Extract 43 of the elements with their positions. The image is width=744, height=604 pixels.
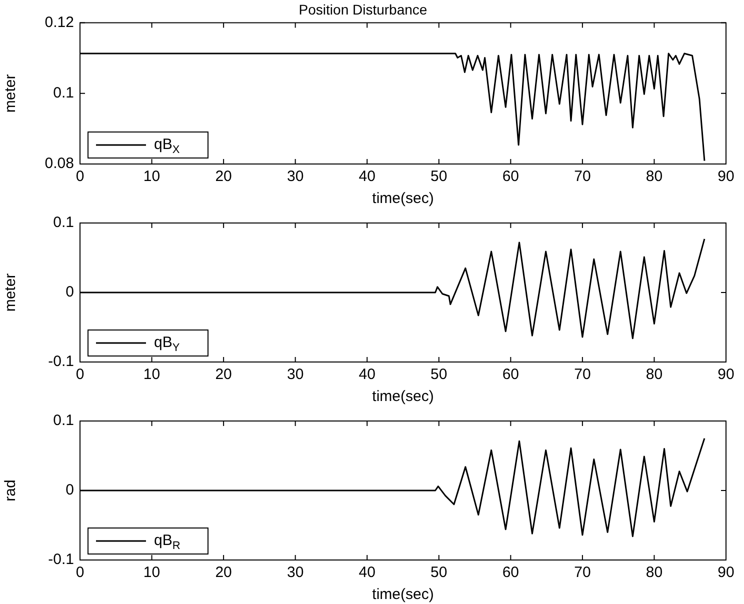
x-tick-label: 60 [502, 564, 520, 582]
x-tick-label: 70 [574, 564, 591, 582]
y-tick-label: 0.12 [44, 14, 74, 31]
x-tick-label: 10 [143, 564, 160, 582]
y-tick-label: 0.1 [53, 84, 74, 102]
x-tick-label: 20 [215, 564, 232, 582]
x-tick-label: 50 [430, 168, 448, 186]
x-tick-label: 70 [574, 168, 591, 186]
x-tick-label: 70 [574, 366, 591, 384]
x-tick-label: 10 [143, 168, 160, 186]
y-tick-label: 0 [66, 284, 74, 301]
x-tick-label: 90 [718, 366, 734, 384]
y-tick-label: -0.1 [48, 353, 74, 370]
x-tick-label: 80 [646, 366, 663, 384]
y-tick-label: 0.1 [53, 214, 74, 232]
x-tick-label: 20 [215, 366, 232, 384]
x-axis-title: time(sec) [372, 388, 434, 406]
chart-title: Position Disturbance [298, 1, 428, 18]
y-axis-title: meter [2, 74, 20, 113]
y-axis-title: rad [2, 480, 20, 502]
y-axis-title: meter [2, 273, 20, 312]
x-tick-label: 30 [286, 366, 304, 384]
x-tick-label: 80 [646, 564, 663, 582]
x-tick-label: 50 [430, 564, 448, 582]
x-axis-title: time(sec) [372, 190, 434, 208]
x-tick-label: 40 [358, 168, 376, 186]
x-tick-label: 40 [358, 366, 376, 384]
x-tick-label: 80 [646, 168, 663, 186]
x-tick-label: 30 [286, 564, 304, 582]
x-tick-label: 50 [430, 366, 448, 384]
x-tick-label: 60 [502, 366, 520, 384]
x-tick-label: 60 [502, 168, 520, 186]
x-axis-title: time(sec) [372, 586, 434, 604]
y-tick-label: 0 [66, 482, 74, 499]
y-tick-label: -0.1 [48, 551, 74, 568]
x-tick-label: 40 [358, 564, 376, 582]
x-tick-label: 90 [718, 564, 734, 582]
x-tick-label: 30 [286, 168, 304, 186]
x-tick-label: 90 [718, 168, 734, 186]
y-tick-label: 0.1 [53, 412, 74, 430]
x-tick-label: 20 [215, 168, 232, 186]
x-tick-label: 10 [143, 366, 160, 384]
y-tick-label: 0.08 [44, 155, 74, 172]
